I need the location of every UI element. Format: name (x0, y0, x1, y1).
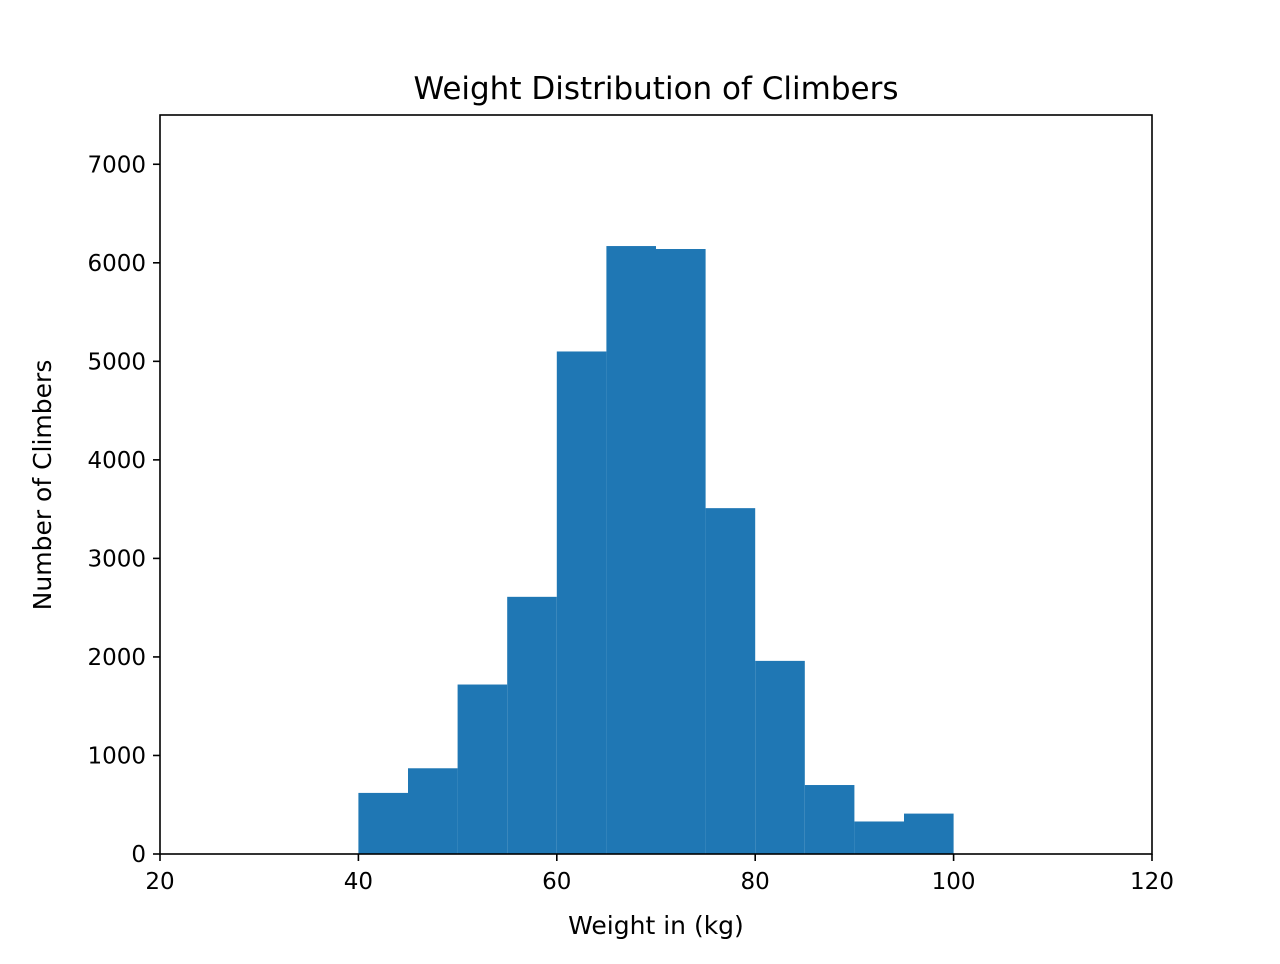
histogram-bar-5 (556, 351, 607, 854)
x-tick-label: 20 (145, 869, 174, 895)
x-axis-label: Weight in (kg) (568, 911, 744, 940)
x-tick-label: 60 (542, 869, 571, 895)
y-tick-label: 2000 (87, 645, 146, 671)
histogram-bar-10 (804, 785, 855, 854)
y-tick-label: 6000 (87, 251, 146, 277)
x-tick-label: 100 (932, 869, 976, 895)
y-tick-label: 4000 (87, 448, 146, 474)
histogram-bar-2 (408, 768, 458, 854)
x-tick-label: 120 (1130, 869, 1174, 895)
y-axis-ticks: 0 1000 2000 3000 4000 5000 6000 7000 (87, 152, 160, 868)
histogram-bar-6 (606, 246, 656, 855)
x-tick-label: 80 (741, 869, 770, 895)
plot-area-frame (159, 114, 1153, 855)
y-axis-label: Number of Climbers (28, 360, 57, 611)
histogram-bar-11 (854, 821, 904, 854)
histogram-bar-1 (358, 792, 408, 854)
histogram-bar-12 (904, 813, 954, 854)
x-tick-label: 40 (344, 869, 373, 895)
y-tick-label: 3000 (87, 546, 146, 572)
y-tick-label: 7000 (87, 152, 146, 178)
histogram-bar-4 (507, 596, 557, 854)
y-tick-label: 0 (131, 842, 146, 868)
y-tick-label: 5000 (87, 349, 146, 375)
chart-title: Weight Distribution of Climbers (413, 71, 898, 107)
y-tick-label: 1000 (87, 743, 146, 769)
histogram-bar-8 (705, 508, 756, 854)
histogram-bar-7 (656, 249, 706, 854)
histogram-bar-9 (755, 660, 805, 854)
histogram-bar-3 (457, 684, 508, 854)
bars-layer (358, 246, 954, 855)
x-axis-ticks: 20 40 60 80 100 120 (145, 854, 1174, 895)
